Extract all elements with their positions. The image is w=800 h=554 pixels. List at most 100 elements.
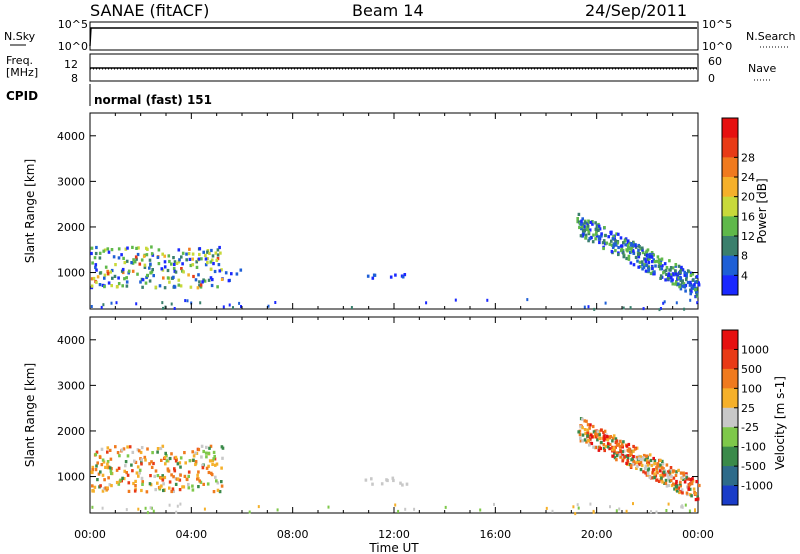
data-cell <box>681 505 684 509</box>
data-cell <box>628 247 631 251</box>
data-cell <box>100 305 103 309</box>
date-title: 24/Sep/2011 <box>585 1 687 20</box>
data-cell <box>615 458 618 462</box>
data-cell <box>653 462 656 466</box>
data-cell <box>109 469 113 473</box>
data-cell <box>656 462 659 466</box>
data-cell <box>583 221 587 225</box>
data-cell <box>121 267 125 272</box>
data-cell <box>651 266 654 271</box>
data-cell <box>586 434 589 438</box>
data-cell <box>603 226 606 230</box>
data-cell <box>626 456 630 460</box>
velocity-ylabel: Slant Range [km] <box>23 363 37 467</box>
data-cell <box>176 477 180 481</box>
data-cell <box>579 425 582 429</box>
data-cell <box>133 459 136 463</box>
data-cell <box>687 485 691 489</box>
data-cell <box>172 475 175 479</box>
data-cell <box>689 280 692 284</box>
data-cell <box>195 265 199 269</box>
data-cell <box>618 452 622 456</box>
data-cell <box>143 265 147 269</box>
data-cell <box>636 464 639 468</box>
data-cell <box>628 241 631 245</box>
data-cell <box>616 443 619 447</box>
colorbar-tick-label: -25 <box>741 421 759 434</box>
data-cell <box>587 439 590 443</box>
data-cell <box>577 430 580 434</box>
colorbar-segment <box>722 137 738 158</box>
data-cell <box>657 479 661 483</box>
power-data-layer <box>90 212 701 312</box>
data-cell <box>627 257 631 261</box>
data-cell <box>629 464 633 468</box>
data-cell <box>595 433 599 437</box>
data-cell <box>166 467 170 471</box>
data-cell <box>195 451 199 455</box>
data-cell <box>581 225 584 229</box>
data-cell <box>162 306 164 310</box>
data-cell <box>692 285 695 289</box>
data-cell <box>640 463 644 468</box>
data-cell <box>191 450 194 454</box>
data-cell <box>652 258 655 262</box>
data-cell <box>173 260 177 264</box>
data-cell <box>677 486 681 490</box>
data-cell <box>610 243 614 247</box>
data-cell <box>683 270 686 274</box>
data-cell <box>666 470 670 474</box>
data-cell <box>659 478 663 482</box>
data-cell <box>677 276 680 280</box>
data-cell <box>614 239 617 243</box>
data-cell <box>132 258 135 262</box>
data-cell <box>479 508 482 512</box>
data-cell <box>611 237 615 241</box>
data-cell <box>210 471 213 475</box>
data-cell <box>156 474 160 478</box>
data-cell <box>161 252 164 256</box>
data-cell <box>619 449 623 453</box>
data-cell <box>98 271 102 275</box>
data-cell <box>95 280 98 284</box>
data-cell <box>122 447 126 451</box>
data-cell <box>137 507 140 511</box>
data-cell <box>185 258 188 262</box>
data-cell <box>123 261 127 265</box>
colorbar-segment <box>722 118 738 139</box>
data-cell <box>614 249 617 253</box>
data-cell <box>131 450 135 454</box>
data-cell <box>614 445 617 449</box>
data-cell <box>612 434 616 438</box>
data-cell <box>688 487 692 491</box>
data-cell <box>583 305 586 309</box>
data-cell <box>583 428 587 432</box>
data-cell <box>179 502 182 506</box>
data-cell <box>668 472 672 476</box>
data-cell <box>687 487 690 491</box>
data-cell <box>639 247 643 251</box>
x-tick-label: 12:00 <box>378 528 410 541</box>
data-cell <box>680 265 683 269</box>
data-cell <box>197 257 201 261</box>
colorbar-segment <box>722 388 738 409</box>
data-cell <box>643 467 647 471</box>
data-cell <box>204 451 208 455</box>
data-cell <box>94 452 98 457</box>
data-cell <box>139 280 142 284</box>
data-cell <box>144 281 148 285</box>
cpid-value: normal (fast) 151 <box>94 93 212 107</box>
data-cell <box>661 264 664 268</box>
data-cell <box>102 460 106 464</box>
data-cell <box>103 248 107 252</box>
data-cell <box>158 284 162 288</box>
data-cell <box>688 283 692 287</box>
data-cell <box>202 278 205 282</box>
data-cell <box>580 222 583 226</box>
data-cell <box>209 276 213 280</box>
data-cell <box>142 254 146 258</box>
data-cell <box>682 284 686 288</box>
data-cell <box>125 280 129 284</box>
data-cell <box>98 455 102 459</box>
data-cell <box>210 258 214 262</box>
